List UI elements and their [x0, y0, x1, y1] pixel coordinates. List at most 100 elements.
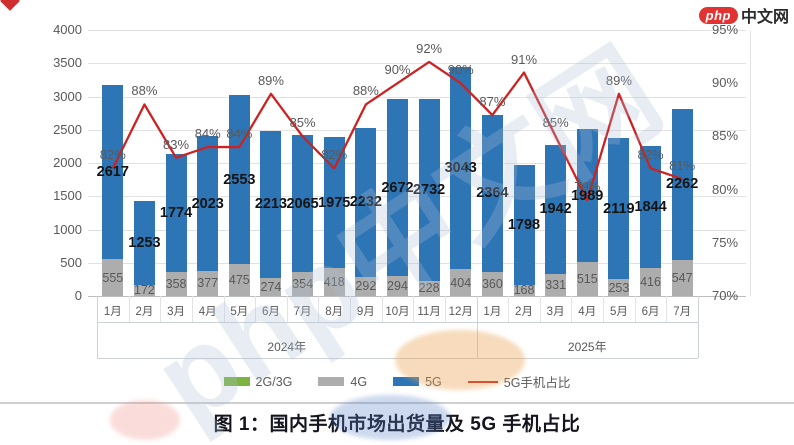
legend-bar-swatch	[393, 377, 420, 386]
bar-label-4g: 404	[450, 275, 472, 290]
axis-strip-cell-border	[444, 296, 446, 322]
axis-strip-bottom-line	[97, 358, 698, 359]
legend-bar-swatch	[318, 377, 345, 386]
line-label-5g-share: 89%	[605, 72, 632, 88]
bar-label-4g: 354	[292, 277, 314, 292]
line-label-5g-share: 87%	[479, 94, 506, 110]
plot-right-border	[750, 30, 751, 296]
y-axis-left-tick-label: 2500	[53, 121, 82, 137]
x-axis-month-label: 9月	[356, 306, 375, 318]
bar-segment-5g	[133, 201, 155, 285]
axis-strip-cell-border	[539, 296, 541, 322]
divider-line	[0, 402, 794, 404]
axis-strip-cell-border	[666, 296, 668, 322]
bar-label-5g: 2732	[412, 181, 446, 198]
bar-label-5g: 3043	[444, 159, 477, 176]
y-axis-left-tick-label: 4000	[53, 22, 82, 37]
axis-strip-group-border	[97, 296, 98, 358]
legend-item-line: 5G手机占比	[467, 372, 570, 391]
x-axis-year-label: 2025年	[567, 340, 607, 354]
bar-segment-4g	[165, 272, 187, 296]
site-logo-text: 中文网	[740, 9, 789, 26]
bar-label-4g: 547	[671, 270, 693, 285]
bar-label-4g: 292	[355, 279, 377, 294]
legend-item-4g: 4G	[318, 375, 367, 389]
bar-segment-4g	[292, 272, 314, 296]
bar-segment-4g	[102, 259, 124, 296]
axis-strip-cell-border	[318, 296, 320, 322]
gridline	[88, 96, 746, 98]
chart-legend: 2G/3G 4G 5G 5G手机占比	[0, 372, 794, 391]
axis-strip-cell-border	[350, 296, 352, 322]
x-axis-month-label: 11月	[417, 306, 441, 318]
legend-label: 5G	[425, 374, 442, 389]
bar-label-5g: 2232	[349, 194, 382, 211]
y-axis-left-tick-label: 500	[60, 254, 82, 270]
legend-line-swatch	[467, 380, 498, 383]
bar-segment-4g	[260, 277, 282, 296]
bar-label-4g: 294	[387, 279, 408, 294]
axis-strip-cell-border	[286, 296, 288, 322]
y-axis-right-tick-label: 95%	[712, 22, 739, 37]
y-axis-left-tick-label: 3000	[53, 88, 82, 104]
axis-strip-cell-border	[381, 296, 383, 322]
bar-segment-4g	[608, 279, 630, 296]
line-label-5g-share: 81%	[669, 157, 696, 173]
axis-strip-cell-border	[223, 296, 225, 322]
y-axis-right-tick-label: 75%	[712, 234, 739, 250]
bar-label-5g: 1942	[539, 201, 572, 218]
legend-bar-swatch	[223, 377, 250, 386]
line-label-5g-share: 82%	[99, 147, 126, 163]
y-axis-left-tick-label: 1500	[53, 188, 82, 204]
bar-segment-4g	[228, 264, 250, 296]
y-axis-right-tick-label: 90%	[712, 75, 739, 91]
line-label-5g-share: 88%	[131, 83, 158, 99]
y-axis-right-tick-label: 85%	[712, 128, 739, 144]
line-label-5g-share: 84%	[194, 126, 221, 142]
bar-segment-4g	[355, 276, 377, 296]
bar-segment-4g	[640, 268, 662, 296]
x-axis-month-label: 4月	[198, 306, 217, 318]
y-axis-right-tick-label: 80%	[712, 181, 739, 197]
line-label-5g-share: 82%	[637, 147, 664, 163]
bar-label-4g: 418	[323, 275, 345, 290]
bar-segment-4g	[323, 268, 345, 296]
line-label-5g-share: 83%	[163, 136, 190, 152]
bar-label-5g: 2672	[381, 179, 414, 196]
bar-label-5g: 2213	[254, 196, 288, 213]
axis-strip-mid-line	[97, 322, 698, 323]
x-axis-year-label: 2024年	[267, 340, 307, 354]
bar-label-5g: 2119	[603, 200, 635, 217]
line-label-5g-share: 85%	[289, 115, 316, 131]
php-logo-badge: php	[698, 6, 738, 24]
axis-strip-group-border	[697, 296, 699, 358]
bar-label-4g: 253	[608, 280, 630, 295]
bar-label-5g: 2065	[286, 195, 319, 212]
axis-strip-cell-border	[160, 296, 162, 322]
axis-strip-cell-border	[413, 296, 415, 322]
x-axis-month-label: 5月	[609, 306, 628, 318]
site-logo: php 中文网	[698, 3, 789, 27]
bar-segment-4g	[576, 261, 598, 296]
bar-segment-4g	[197, 270, 219, 296]
axis-strip-cell-border	[128, 296, 130, 322]
x-axis-month-label: 6月	[641, 306, 660, 318]
x-axis-month-label: 2月	[515, 306, 533, 318]
y-axis-right-tick-label: 70%	[712, 288, 739, 303]
bar-label-5g: 2364	[476, 185, 509, 202]
axis-strip-group-border	[476, 296, 478, 358]
chart-plot-area: 4000 3500 3000 2500 2000 1500 1000 500 0 95% 90% 85…	[53, 22, 751, 359]
x-axis-month-label: 12月	[448, 306, 473, 318]
line-label-5g-share: 88%	[352, 83, 379, 99]
axis-strip-cell-border	[191, 296, 193, 322]
bar-label-5g: 1253	[128, 234, 161, 251]
x-axis-month-label: 3月	[167, 306, 186, 318]
legend-item-5g: 5G	[393, 375, 442, 389]
bar-label-4g: 515	[576, 271, 598, 286]
line-label-5g-share: 92%	[416, 40, 443, 56]
axis-strip-cell-border	[255, 296, 257, 322]
gridline	[88, 30, 746, 31]
x-axis-month-label: 5月	[230, 306, 249, 318]
axis-strip-cell-border	[508, 296, 510, 322]
